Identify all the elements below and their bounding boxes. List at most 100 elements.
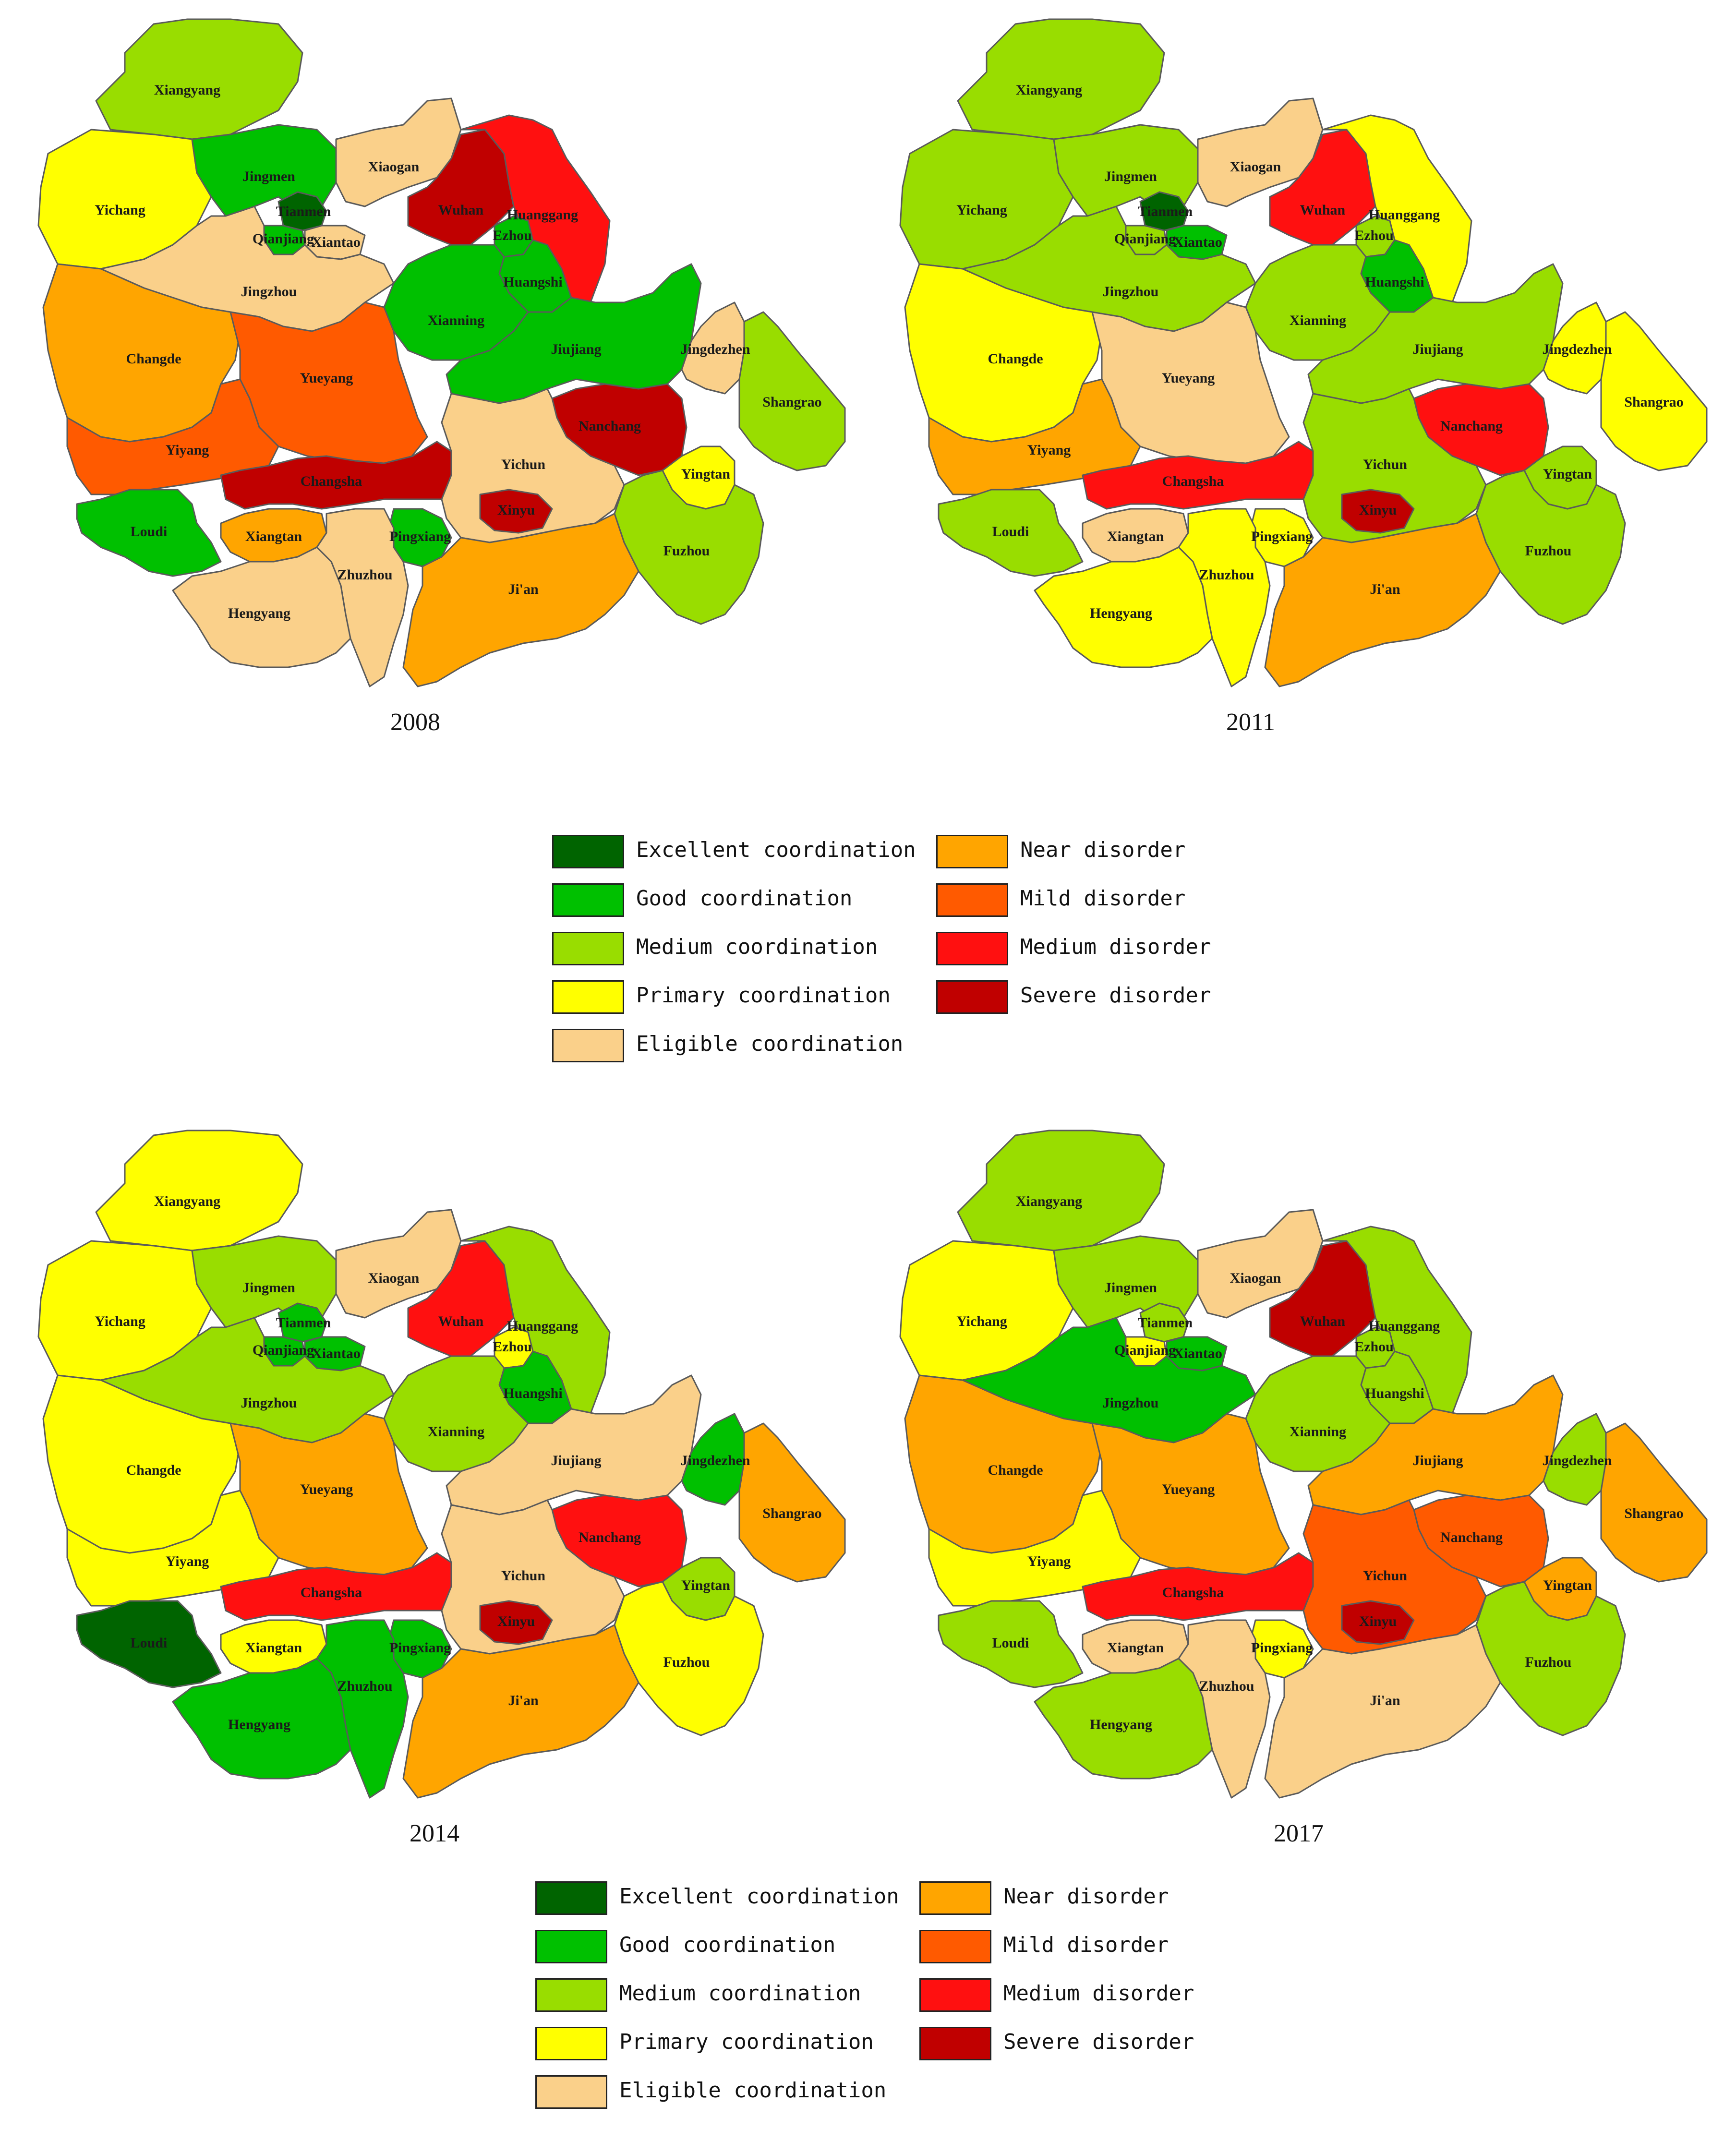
map-panel: Xiangyang Yichang Jingmen Xiaogan Wuhan Huang… xyxy=(29,1126,855,1807)
year-label: 2017 xyxy=(1274,1820,1324,1847)
region-label-changde: Changde xyxy=(126,351,181,367)
region-label-jingzhou: Jingzhou xyxy=(1103,284,1159,300)
region-label-yingtan: Yingtan xyxy=(1543,1577,1592,1593)
legend-swatch xyxy=(919,1978,991,2012)
region-label-yichang: Yichang xyxy=(95,202,145,218)
region-label-xiangyang: Xiangyang xyxy=(1016,1193,1082,1209)
region-label-changsha: Changsha xyxy=(301,473,362,489)
region-label-jiujiang: Jiujiang xyxy=(1412,1453,1463,1468)
region-label-xiangyang: Xiangyang xyxy=(154,82,220,98)
choropleth-map: Xiangyang Yichang Jingmen Xiaogan Wuhan Huang… xyxy=(899,18,1708,687)
region-label-hengyang: Hengyang xyxy=(228,605,290,621)
region-shangrao xyxy=(738,311,846,471)
legend-swatch xyxy=(535,2027,607,2060)
region-label-xiangtan: Xiangtan xyxy=(1107,529,1164,544)
legend-label: Medium coordination xyxy=(636,935,878,959)
legend-swatch xyxy=(552,932,624,965)
legend-label: Medium coordination xyxy=(619,1981,861,2006)
region-label-xiangyang: Xiangyang xyxy=(1016,82,1082,98)
region-label-yueyang: Yueyang xyxy=(1162,370,1215,386)
choropleth-map: Xiangyang Yichang Jingmen Xiaogan Wuhan Huang… xyxy=(899,1130,1708,1799)
region-ji-an xyxy=(1264,513,1501,687)
region-label-yiyang: Yiyang xyxy=(166,442,209,458)
region-label-huangshi: Huangshi xyxy=(503,1385,562,1401)
region-label-qianjiang: Qianjiang xyxy=(253,231,314,247)
region-label-yichun: Yichun xyxy=(1363,1568,1408,1584)
region-label-huanggang: Huanggang xyxy=(507,1318,578,1334)
region-xianning xyxy=(1245,244,1391,361)
region-xiangyang xyxy=(95,18,303,140)
legend-label: Primary coordination xyxy=(636,983,891,1008)
region-label-ezhou: Ezhou xyxy=(493,1339,532,1355)
map-panel: Xiangyang Yichang Jingmen Xiaogan Wuhan Huang… xyxy=(891,1126,1716,1807)
region-label-jiujiang: Jiujiang xyxy=(551,341,601,357)
region-label-pingxiang: Pingxiang xyxy=(389,1640,451,1656)
region-label-jiujiang: Jiujiang xyxy=(1412,341,1463,357)
legend-swatch xyxy=(919,1930,991,1963)
region-fuzhou xyxy=(614,469,764,625)
legend: Excellent coordination Good coordination M… xyxy=(535,1879,1255,2129)
region-label-zhuzhou: Zhuzhou xyxy=(337,567,392,583)
region-shangrao xyxy=(738,1422,846,1583)
region-label-huanggang: Huanggang xyxy=(1369,1318,1440,1334)
region-label-yichang: Yichang xyxy=(956,1313,1007,1329)
region-loudi xyxy=(938,489,1084,577)
region-label-xiantao: Xiantao xyxy=(1173,1346,1222,1361)
legend-label: Good coordination xyxy=(636,886,853,911)
region-label-ji-an: Ji'an xyxy=(1370,581,1400,597)
region-label-ji-an: Ji'an xyxy=(508,1693,539,1708)
legend-label: Eligible coordination xyxy=(636,1032,904,1056)
region-label-huanggang: Huanggang xyxy=(1369,207,1440,223)
legend-label: Eligible coordination xyxy=(619,2078,887,2103)
region-label-xiaogan: Xiaogan xyxy=(1230,1270,1281,1286)
region-label-yingtan: Yingtan xyxy=(1543,466,1592,482)
region-label-shangrao: Shangrao xyxy=(762,1505,821,1521)
region-ji-an xyxy=(1264,1624,1501,1799)
region-label-huangshi: Huangshi xyxy=(503,274,562,290)
region-label-xinyu: Xinyu xyxy=(1359,502,1397,518)
region-loudi xyxy=(938,1600,1084,1688)
region-xianning xyxy=(1245,1355,1391,1472)
region-label-xinyu: Xinyu xyxy=(497,502,535,518)
region-label-jingdezhen: Jingdezhen xyxy=(1542,341,1612,357)
region-label-zhuzhou: Zhuzhou xyxy=(1199,1678,1254,1694)
region-label-yichun: Yichun xyxy=(501,457,546,472)
region-fuzhou xyxy=(1475,469,1626,625)
legend-swatch xyxy=(552,883,624,917)
region-label-pingxiang: Pingxiang xyxy=(1251,529,1313,544)
region-label-nanchang: Nanchang xyxy=(1440,418,1503,434)
legend-swatch xyxy=(936,883,1008,917)
region-shangrao xyxy=(1600,1422,1708,1583)
region-fuzhou xyxy=(1475,1581,1626,1736)
region-label-shangrao: Shangrao xyxy=(1624,1505,1683,1521)
region-label-yiyang: Yiyang xyxy=(1027,442,1071,458)
legend-label: Severe disorder xyxy=(1020,983,1211,1008)
legend-swatch xyxy=(552,1029,624,1062)
region-label-xianning: Xianning xyxy=(428,1424,484,1440)
region-label-xinyu: Xinyu xyxy=(497,1613,535,1629)
region-label-xianning: Xianning xyxy=(428,313,484,328)
region-label-yichang: Yichang xyxy=(956,202,1007,218)
legend-swatch xyxy=(535,1978,607,2012)
region-xianning xyxy=(383,244,529,361)
region-yiyang xyxy=(66,1490,279,1607)
region-label-ji-an: Ji'an xyxy=(508,581,539,597)
legend-label: Good coordination xyxy=(619,1933,836,1957)
region-label-hengyang: Hengyang xyxy=(228,1717,290,1732)
region-label-ezhou: Ezhou xyxy=(1354,228,1394,243)
region-label-jingmen: Jingmen xyxy=(1104,1280,1157,1296)
year-label: 2011 xyxy=(1226,709,1276,736)
region-hengyang xyxy=(1034,1658,1213,1780)
legend-label: Primary coordination xyxy=(619,2030,874,2054)
region-label-fuzhou: Fuzhou xyxy=(1525,543,1572,559)
region-label-ezhou: Ezhou xyxy=(493,228,532,243)
legend-label: Near disorder xyxy=(1020,838,1186,862)
region-shangrao xyxy=(1600,311,1708,471)
map-panel: Xiangyang Yichang Jingmen Xiaogan Wuhan Huang… xyxy=(891,14,1716,696)
region-label-xianning: Xianning xyxy=(1290,313,1346,328)
region-label-jingzhou: Jingzhou xyxy=(1103,1395,1159,1411)
region-label-jingdezhen: Jingdezhen xyxy=(680,341,750,357)
region-label-xiantao: Xiantao xyxy=(1173,234,1222,250)
region-label-zhuzhou: Zhuzhou xyxy=(1199,567,1254,583)
region-label-hengyang: Hengyang xyxy=(1090,1717,1152,1732)
